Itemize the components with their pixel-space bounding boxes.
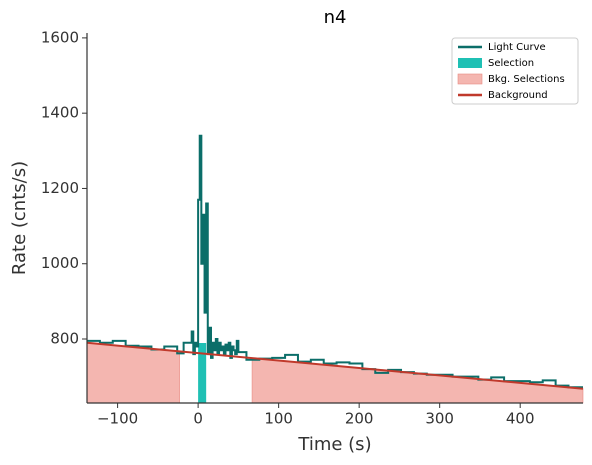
y-tick-label: 1200 [41,179,79,197]
y-tick-label: 1000 [41,254,79,272]
legend-label: Bkg. Selections [488,74,565,85]
legend-label: Background [488,90,548,101]
legend-label: Light Curve [488,42,546,53]
x-tick-label: 0 [193,410,203,428]
region [251,357,584,404]
x-tick-label: 200 [345,410,374,428]
x-tick-label: −100 [97,410,138,428]
y-tick-label: 800 [50,330,79,348]
y-tick-label: 1600 [41,28,79,46]
y-tick-label: 1400 [41,104,79,122]
background-line [86,341,584,390]
region [86,342,180,404]
legend-swatch [457,73,483,85]
legend-swatch [458,58,482,68]
region [198,343,207,403]
x-tick-label: 400 [506,410,535,428]
x-axis-label: Time (s) [297,434,371,455]
x-tick-label: 300 [425,410,454,428]
x-tick-label: 100 [264,410,293,428]
legend-label: Selection [488,58,534,69]
y-axis-label: Rate (cnts/s) [9,161,30,275]
chart-title: n4 [324,7,347,28]
legend-box [451,37,579,105]
